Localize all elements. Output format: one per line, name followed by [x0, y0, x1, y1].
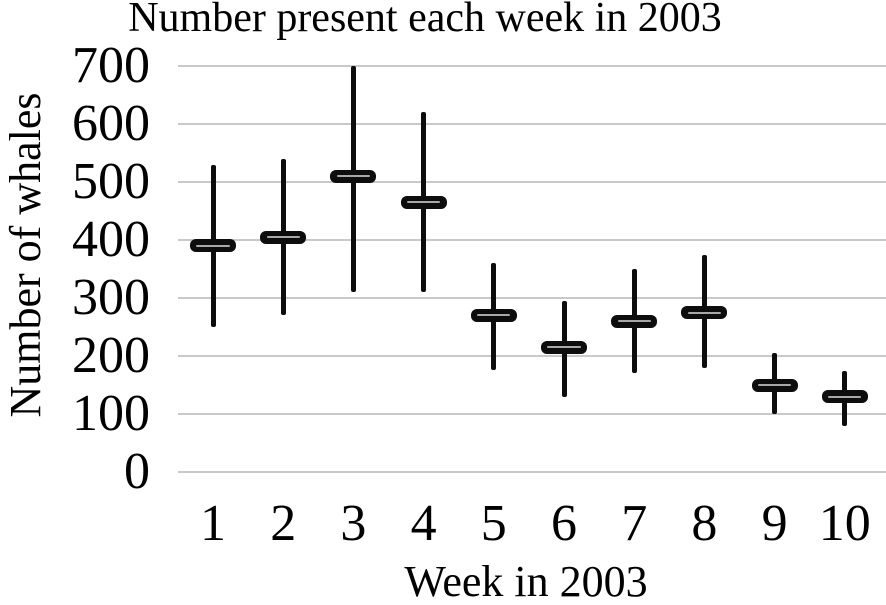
x-tick-label: 5: [480, 495, 507, 552]
y-tick-label: 600: [72, 95, 150, 152]
marker-stripe: [687, 311, 721, 314]
marker-stripe: [828, 395, 862, 398]
x-tick-label: 4: [410, 495, 437, 552]
marker-stripe: [196, 244, 230, 247]
marker-stripe: [336, 175, 370, 178]
gridline: [178, 123, 886, 125]
mid-marker: [541, 340, 587, 354]
x-tick-label: 7: [621, 495, 648, 552]
marker-stripe: [407, 201, 441, 204]
y-tick-label: 700: [72, 37, 150, 94]
gridline: [178, 65, 886, 67]
gridline: [178, 181, 886, 183]
gridline: [178, 355, 886, 357]
gridline: [178, 413, 886, 415]
mid-marker: [190, 239, 236, 253]
mid-marker: [470, 308, 517, 322]
mid-marker: [400, 195, 447, 209]
y-tick-label: 200: [72, 327, 150, 384]
mid-marker: [751, 378, 798, 392]
y-tick-label: 100: [72, 385, 150, 442]
marker-stripe: [547, 346, 581, 349]
marker-stripe: [477, 314, 511, 317]
mid-marker: [260, 230, 307, 244]
x-tick-label: 6: [551, 495, 577, 552]
y-tick-label: 300: [72, 269, 150, 326]
x-tick-label: 2: [270, 495, 297, 552]
y-tick-label: 400: [72, 211, 150, 268]
marker-stripe: [617, 320, 651, 323]
y-tick-label: 0: [124, 443, 150, 500]
gridline: [178, 239, 886, 241]
x-tick-label: 3: [340, 495, 367, 552]
gridline: [178, 471, 886, 473]
x-tick-label: 1: [200, 495, 226, 552]
x-tick-label: 9: [761, 495, 788, 552]
mid-marker: [330, 169, 377, 183]
mid-marker: [681, 306, 728, 319]
x-axis-label: Week in 2003: [404, 557, 648, 605]
chart-title: Number present each week in 2003: [128, 0, 722, 41]
y-tick-label: 500: [72, 153, 150, 210]
marker-stripe: [758, 384, 792, 386]
marker-stripe: [266, 236, 300, 239]
gridline: [178, 297, 886, 299]
mid-marker: [611, 314, 658, 328]
x-tick-label: 8: [691, 495, 718, 552]
x-tick-label: 10: [818, 495, 871, 552]
mid-marker: [821, 390, 868, 404]
